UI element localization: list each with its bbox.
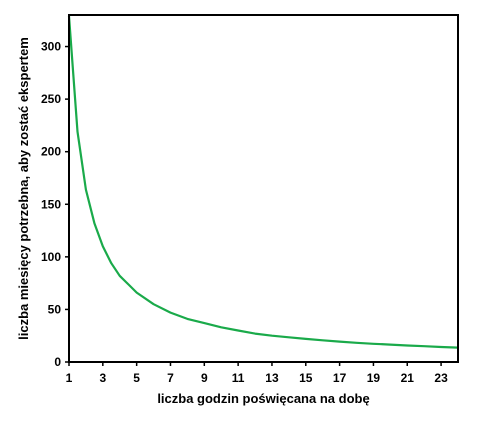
y-tick-label: 0 [54,355,61,369]
y-tick-label: 300 [41,40,61,54]
y-tick-labels: 0 50 100 150 200 250 300 [41,40,61,369]
x-tick-label: 21 [401,371,415,385]
x-tick-label: 15 [299,371,313,385]
y-tick-label: 50 [48,302,62,316]
y-tick-label: 150 [41,197,61,211]
x-tick-label: 17 [333,371,347,385]
plot-area-frame [68,14,459,363]
x-tick-label: 9 [201,371,208,385]
y-tick-label: 200 [41,145,61,159]
x-tick-label: 13 [265,371,279,385]
x-tick-label: 3 [99,371,106,385]
x-tick-label: 11 [232,371,245,385]
y-tick-label: 100 [41,250,61,264]
y-tick-label: 250 [41,92,61,106]
y-axis-title: liczba miesięcy potrzebna, aby zostać ek… [16,37,31,340]
x-tick-label: 1 [66,371,73,385]
x-tick-label: 7 [167,371,174,385]
axis-ticks [65,45,442,366]
series-layer [67,16,459,349]
series-line [67,16,459,349]
x-tick-label: 19 [367,371,381,385]
x-tick-label: 23 [434,371,448,385]
x-tick-labels: 1 3 5 7 9 11 13 15 17 19 21 23 [66,371,448,385]
x-tick-label: 5 [133,371,140,385]
x-axis-title: liczba godzin poświęcana na dobę [157,391,369,406]
